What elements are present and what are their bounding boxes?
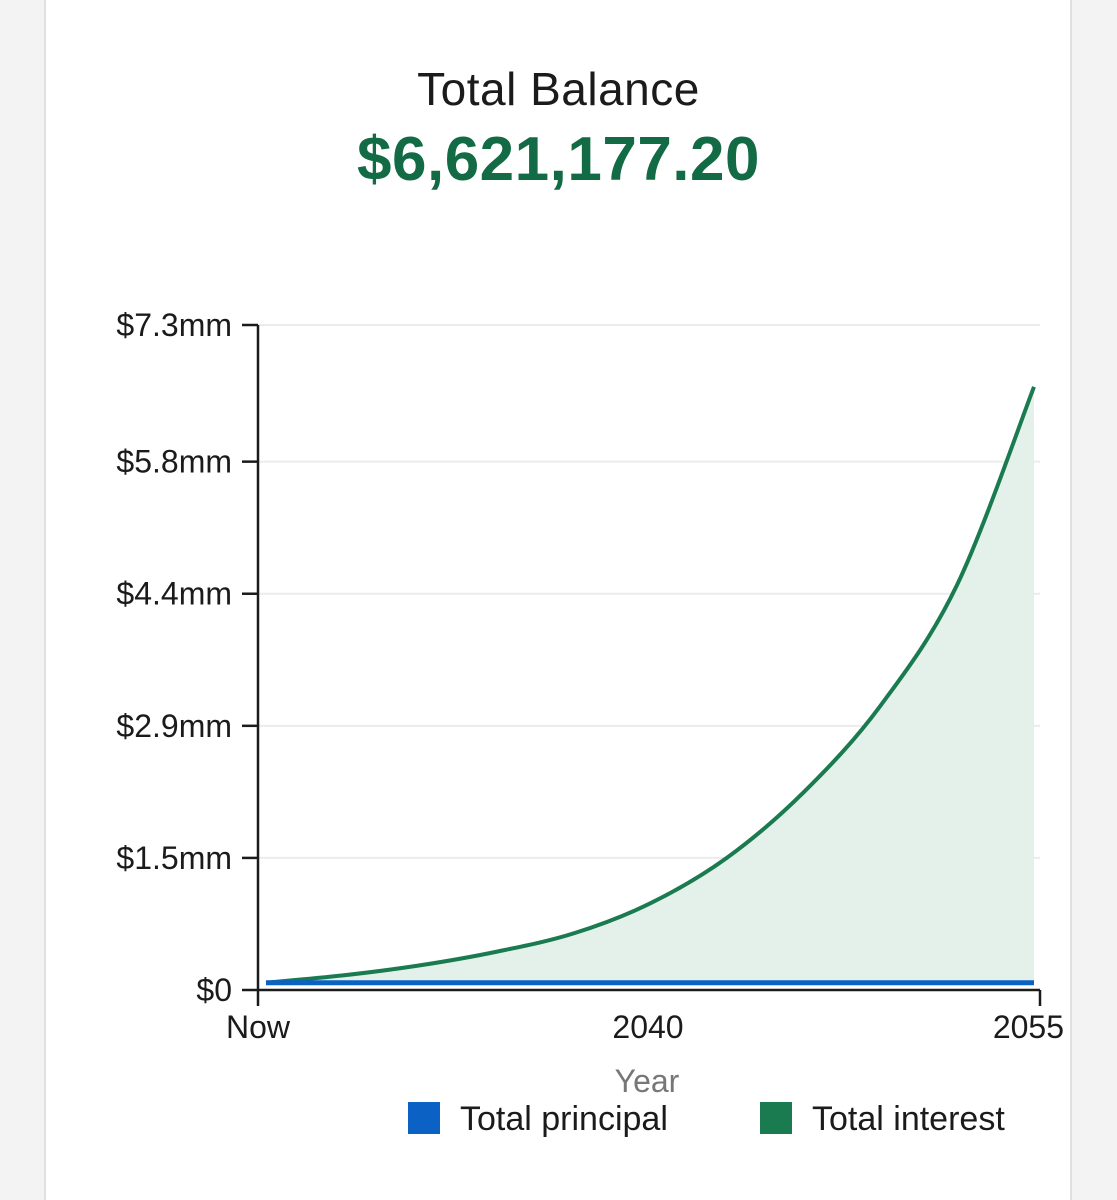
grid-lines (258, 324, 1040, 859)
y-tick-label: $4.4mm (116, 576, 232, 612)
x-tick-label: 2040 (612, 1009, 683, 1045)
interest-area-fill (266, 386, 1034, 983)
legend-swatch (760, 1102, 792, 1134)
chart-title: Total Balance (417, 63, 700, 115)
legend-label: Total principal (460, 1100, 668, 1138)
x-tick-label: 2055 (993, 1009, 1064, 1045)
x-axis-title: Year (615, 1063, 680, 1099)
y-tick-label: $1.5mm (116, 840, 232, 876)
y-tick-label: $5.8mm (116, 444, 232, 480)
x-tick-label: Now (226, 1009, 291, 1045)
y-tick-label: $7.3mm (116, 307, 232, 343)
y-tick-label: $0 (196, 972, 232, 1008)
x-axis-ticks: Now 2040 2055 (226, 990, 1064, 1045)
y-tick-label: $2.9mm (116, 708, 232, 744)
axes (256, 325, 1040, 992)
total-balance-amount: $6,621,177.20 (357, 125, 760, 194)
interest-series-line (265, 386, 1036, 985)
y-axis-ticks: $0 $1.5mm $2.9mm $4.4mm $5.8mm $7.3mm (116, 307, 258, 1008)
chart-card (44, 0, 1072, 1200)
legend-label: Total interest (812, 1100, 1005, 1138)
legend: Total principal Total interest (408, 1100, 1005, 1138)
legend-swatch (408, 1102, 440, 1134)
